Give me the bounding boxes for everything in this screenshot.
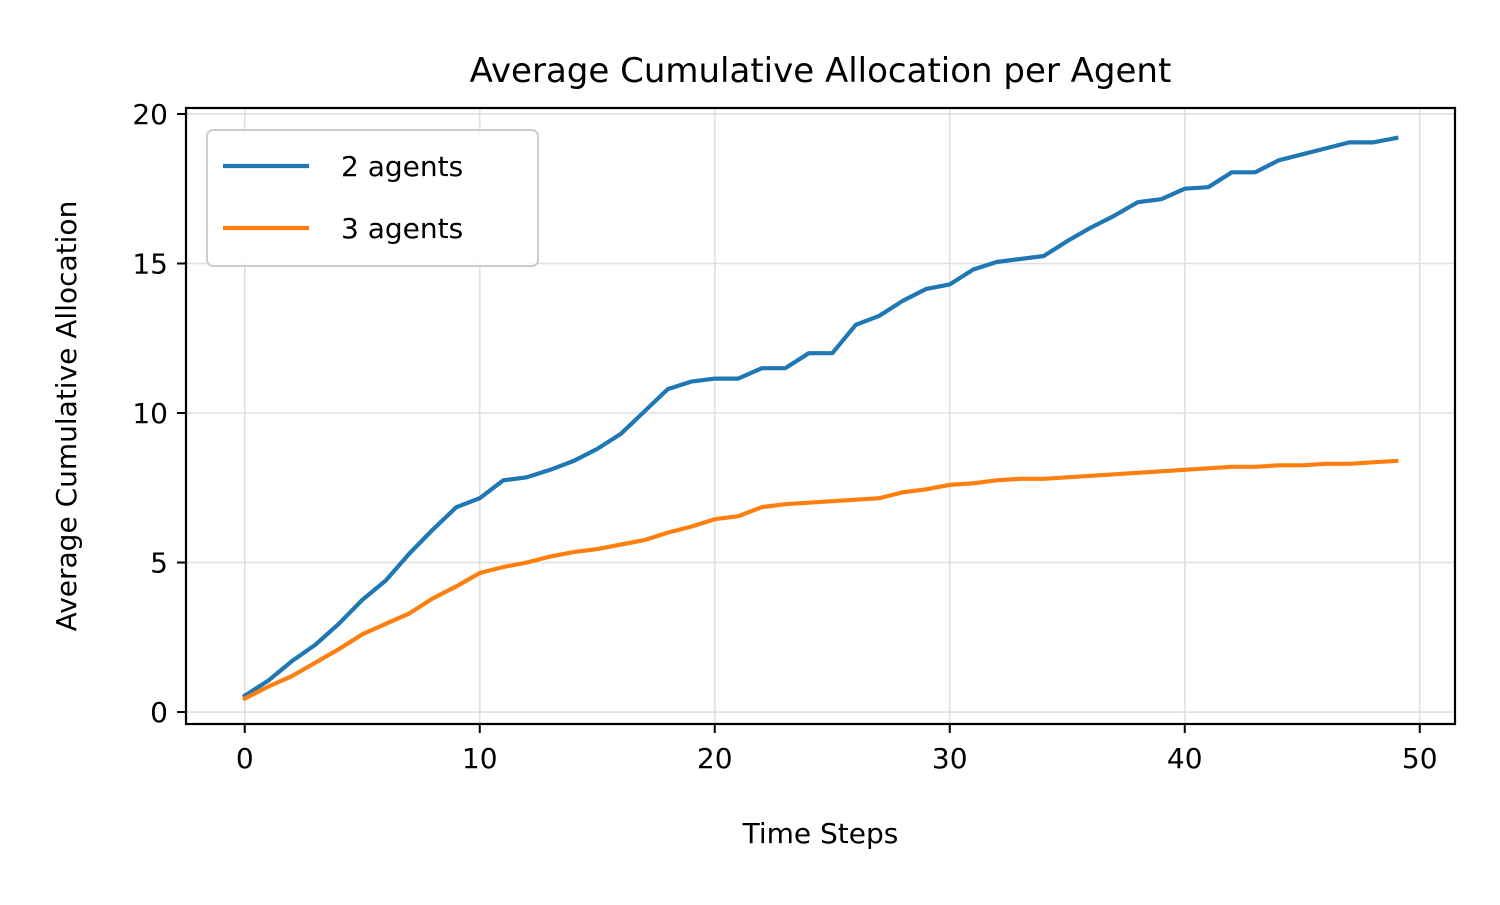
x-tick-label: 20 <box>697 742 733 775</box>
legend-label: 3 agents <box>341 212 463 245</box>
grid-lines <box>186 108 1455 724</box>
y-tick-label: 15 <box>132 247 168 280</box>
plot-frame <box>184 106 1457 726</box>
y-axis-label: Average Cumulative Allocation <box>50 201 83 632</box>
x-tick-label: 0 <box>236 742 254 775</box>
series-lines <box>241 135 1399 702</box>
x-tick-label: 40 <box>1167 742 1203 775</box>
chart-title: Average Cumulative Allocation per Agent <box>470 51 1172 91</box>
x-tick-label: 50 <box>1402 742 1438 775</box>
x-tick-label: 30 <box>932 742 968 775</box>
axis-ticks: 0 10 20 30 40 50 0 5 10 15 20 <box>132 98 1437 775</box>
series-line-1 <box>241 135 1399 699</box>
x-tick-label: 10 <box>462 742 498 775</box>
y-tick-label: 5 <box>150 547 168 580</box>
legend-label: 2 agents <box>341 150 463 183</box>
legend: 2 agents 3 agents <box>206 129 539 267</box>
series-line-2 <box>241 458 1399 702</box>
x-axis-label: Time Steps <box>742 817 899 850</box>
y-tick-label: 0 <box>150 696 168 729</box>
y-tick-label: 20 <box>132 98 168 131</box>
y-tick-label: 10 <box>132 397 168 430</box>
